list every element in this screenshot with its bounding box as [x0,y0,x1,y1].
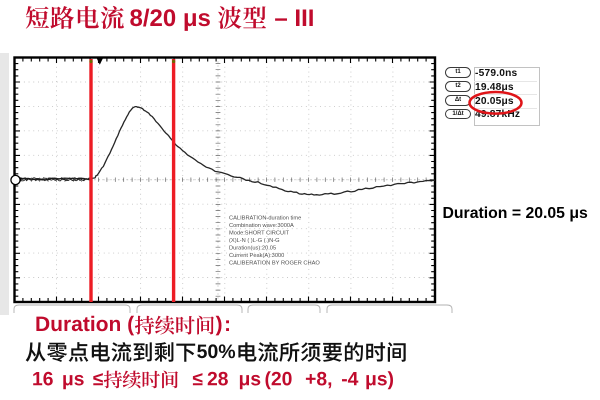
svg-text:Current Peak(A):3000: Current Peak(A):3000 [229,253,284,259]
svg-text:Mode:SHORT CIRCUIT: Mode:SHORT CIRCUIT [229,231,290,237]
svg-text:CALIBERATION BY ROGER CHAO: CALIBERATION BY ROGER CHAO [229,261,320,267]
svg-text:Duration(us):20.05: Duration(us):20.05 [229,246,276,252]
svg-text:Combination wave:3000A: Combination wave:3000A [229,223,294,229]
svg-text:CALIBRATION-duration time: CALIBRATION-duration time [229,216,301,222]
svg-text:(X)L-N ( )L-G ( )N-G: (X)L-N ( )L-G ( )N-G [229,238,280,244]
